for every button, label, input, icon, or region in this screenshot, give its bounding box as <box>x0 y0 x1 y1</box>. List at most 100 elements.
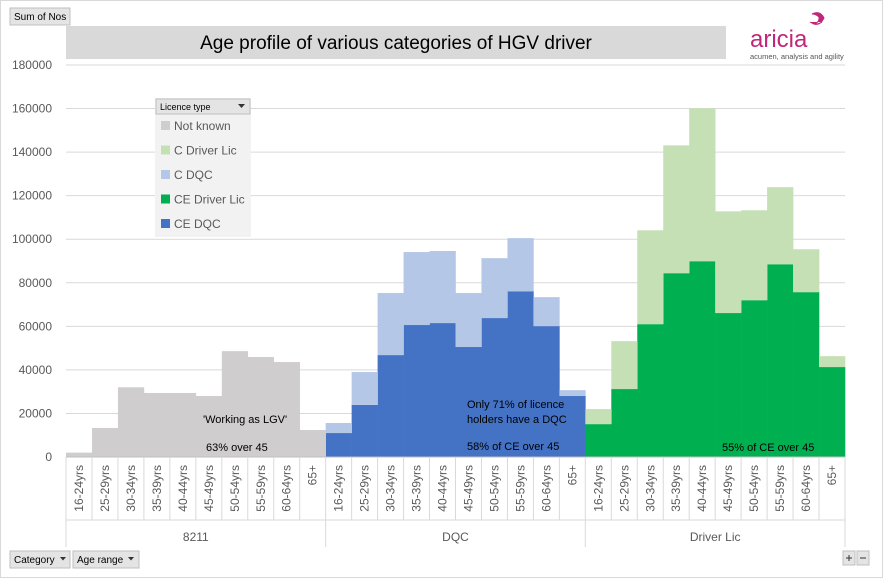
x-tick-label: 60-64yrs <box>799 465 813 512</box>
bar-segment <box>559 396 586 457</box>
bar-segment <box>507 238 534 292</box>
bar-segment <box>637 230 664 325</box>
y-tick-label: 160000 <box>12 102 52 116</box>
x-tick-label: 35-39yrs <box>150 465 164 512</box>
bar-segment <box>195 396 223 457</box>
bar-segment <box>247 357 275 457</box>
bar-segment <box>611 341 638 390</box>
bar-segment <box>481 318 508 457</box>
bar-segment <box>689 108 716 262</box>
x-tick-label: 25-29yrs <box>617 465 631 512</box>
bar-segment <box>793 249 820 293</box>
legend-label: CE Driver Lic <box>174 193 245 207</box>
bar-segment <box>793 292 820 457</box>
group-label: Driver Lic <box>690 530 741 544</box>
bar-segment <box>585 424 612 457</box>
bar-segment <box>169 392 197 457</box>
bar-segment <box>481 258 508 319</box>
x-tick-label: 65+ <box>825 465 839 485</box>
x-tick-label: 40-44yrs <box>695 465 709 512</box>
bar-segment <box>767 264 794 457</box>
bar-segment <box>533 326 560 457</box>
bar-segment <box>663 273 690 457</box>
x-tick-label: 35-39yrs <box>669 465 683 512</box>
bar-segment <box>559 390 586 397</box>
x-tick-label: 16-24yrs <box>332 465 346 512</box>
bar-segment <box>507 291 534 457</box>
y-tick-label: 40000 <box>19 363 53 377</box>
legend-swatch <box>161 219 170 228</box>
bar-segment <box>143 392 171 457</box>
legend-filter-button[interactable] <box>155 98 251 115</box>
y-tick-label: 120000 <box>12 189 52 203</box>
legend-label: C Driver Lic <box>174 144 237 158</box>
x-tick-label: 60-64yrs <box>280 465 294 512</box>
x-tick-label: 60-64yrs <box>539 465 553 512</box>
filter-button[interactable] <box>9 550 71 569</box>
bar-segment <box>325 423 352 434</box>
title-box <box>66 26 726 59</box>
x-tick-label: 25-29yrs <box>98 465 112 512</box>
x-tick-label: 45-49yrs <box>202 465 216 512</box>
bar-segment <box>377 355 404 457</box>
field-button[interactable] <box>9 7 71 26</box>
bar-segment <box>715 313 742 457</box>
bar-segment <box>689 261 716 457</box>
x-tick-label: 55-59yrs <box>773 465 787 512</box>
group-label: DQC <box>442 530 469 544</box>
plus-icon <box>846 555 852 561</box>
x-tick-label: 40-44yrs <box>176 465 190 512</box>
x-tick-label: 25-29yrs <box>358 465 372 512</box>
legend <box>155 98 251 237</box>
bar-segment <box>403 325 430 457</box>
bar-segment <box>741 210 768 301</box>
bar-segment <box>637 324 664 457</box>
annotation: 63% over 45 <box>206 442 268 454</box>
annotation: Only 71% of licence <box>467 399 564 411</box>
chart-title: Age profile of various categories of HGV… <box>200 33 592 54</box>
bar-segment <box>377 293 404 356</box>
bar-segment <box>715 211 742 314</box>
x-tick-label: 16-24yrs <box>72 465 86 512</box>
field-button-label: Sum of Nos <box>14 12 66 23</box>
filter-button-label: Category <box>14 555 55 566</box>
y-tick-label: 0 <box>45 450 52 464</box>
bar-segment <box>117 387 145 457</box>
bar-segment <box>429 323 456 457</box>
group-label: 8211 <box>183 530 209 544</box>
bar-segment <box>819 356 846 368</box>
x-tick-label: 30-34yrs <box>124 465 138 512</box>
bar-segment <box>351 404 378 457</box>
plot-area: 0 20000 40000 60000 80000 100000 120000 140000 1… <box>12 58 846 547</box>
legend-label: CE DQC <box>174 217 221 231</box>
y-tick-label: 180000 <box>12 58 52 72</box>
bar-segment <box>741 300 768 457</box>
annotation: 58% of CE over 45 <box>467 441 559 453</box>
bar-segment <box>403 252 430 326</box>
filter-button[interactable] <box>72 550 140 569</box>
brand: aricia <box>750 26 808 53</box>
x-tick-label: 16-24yrs <box>591 465 605 512</box>
annotation: holders have a DQC <box>467 414 567 426</box>
bar-segment <box>585 409 612 425</box>
legend-swatch <box>161 145 170 155</box>
y-tick-label: 20000 <box>19 406 53 420</box>
bar-segment <box>351 372 378 405</box>
bar-segment <box>299 429 326 457</box>
bar-segment <box>325 433 352 457</box>
y-tick-label: 60000 <box>19 319 53 333</box>
legend-swatch <box>161 194 170 204</box>
brand-icon <box>809 12 825 25</box>
bar-segment <box>429 250 456 324</box>
x-tick-label: 55-59yrs <box>513 465 527 512</box>
filter-button-label: Age range <box>77 555 124 566</box>
brand-tagline: acumen, analysis and agility <box>750 52 844 61</box>
legend-swatch <box>161 170 170 179</box>
dropdown-arrow <box>238 104 245 108</box>
annotation: 'Working as LGV' <box>203 414 287 426</box>
legend-title: Licence type <box>160 102 211 112</box>
x-tick-label: 50-54yrs <box>747 465 761 512</box>
bar-segment <box>819 367 846 457</box>
x-tick-label: 40-44yrs <box>436 465 450 512</box>
